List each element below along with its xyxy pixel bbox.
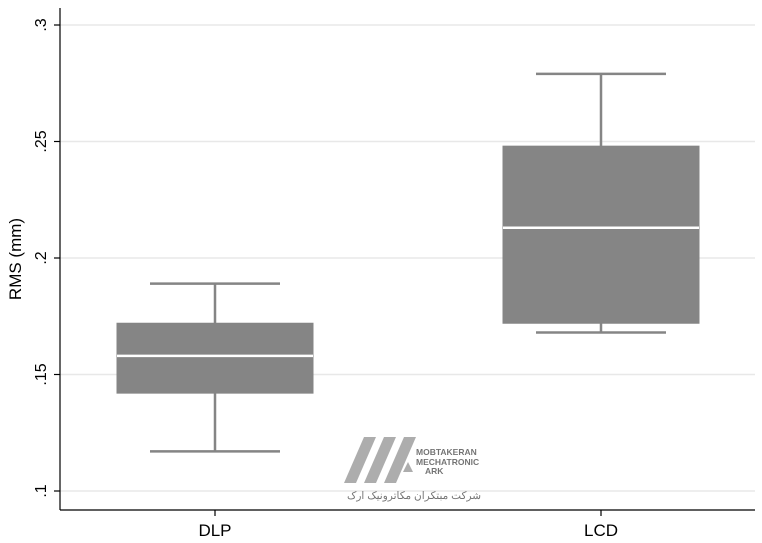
box-dlp bbox=[116, 282, 314, 453]
iqr-box bbox=[116, 322, 314, 394]
y-tick-label: .2 bbox=[33, 251, 50, 264]
x-tick-label: LCD bbox=[584, 521, 618, 540]
box-lcd bbox=[502, 72, 700, 334]
watermark-stripes-icon bbox=[344, 437, 416, 483]
y-tick-label: .15 bbox=[33, 363, 50, 385]
watermark-line1: MOBTAKERAN bbox=[416, 447, 477, 457]
y-tick-label: .25 bbox=[33, 130, 50, 152]
y-tick-label: .1 bbox=[33, 484, 50, 497]
watermark-logo: MOBTAKERAN MECHATRONIC ARK شرکت مبتکران … bbox=[344, 437, 481, 502]
watermark-line3: ARK bbox=[425, 466, 444, 476]
watermark-persian: شرکت مبتکران مکاترونیک ارک bbox=[347, 490, 481, 502]
watermark-line2: MECHATRONIC bbox=[416, 457, 479, 467]
x-tick-label: DLP bbox=[198, 521, 231, 540]
axes: .1 .15 .2 .25 .3 DLP LCD bbox=[33, 8, 755, 540]
y-tick-label: .3 bbox=[33, 18, 50, 31]
boxes-layer bbox=[116, 72, 700, 453]
iqr-box bbox=[502, 145, 700, 324]
y-axis-title: RMS (mm) bbox=[6, 218, 25, 300]
